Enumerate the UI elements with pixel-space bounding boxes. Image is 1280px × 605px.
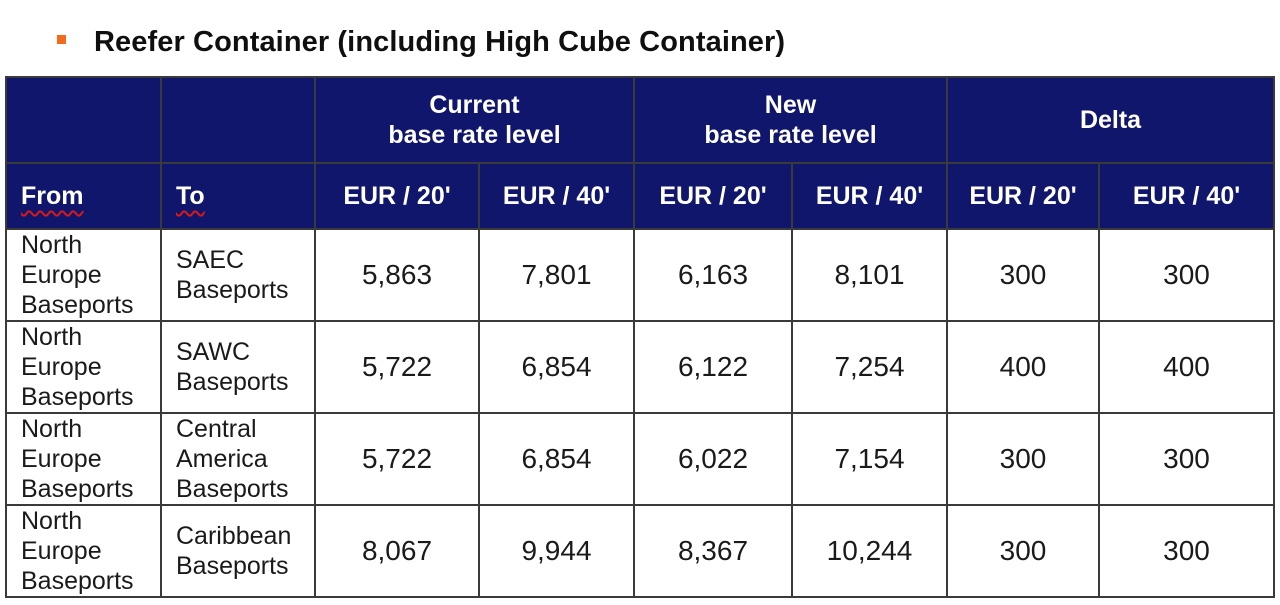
- column-header-row: From To EUR / 20' EUR / 40' EUR / 20' EU…: [5, 162, 1276, 230]
- group-new-line2: base rate level: [704, 121, 877, 149]
- from-line: Europe: [21, 537, 102, 565]
- new-20-cell: 6,122: [633, 320, 793, 414]
- delta-20-cell: 300: [946, 504, 1100, 598]
- current-20-cell: 8,067: [314, 504, 480, 598]
- delta-20-cell: 300: [946, 228, 1100, 322]
- group-header-delta: Delta: [945, 76, 1276, 164]
- to-cell: SAEC Baseports: [160, 228, 316, 322]
- new-20-cell: 6,163: [633, 228, 793, 322]
- group-header-row: Current base rate level New base rate le…: [5, 76, 1276, 164]
- column-header-current-40: EUR / 40': [478, 162, 635, 230]
- new-40-cell: 7,154: [791, 412, 948, 506]
- from-line: North: [21, 323, 83, 351]
- new-40-cell: 8,101: [791, 228, 948, 322]
- column-header-current-20: EUR / 20': [314, 162, 480, 230]
- group-new-line1: New: [764, 91, 817, 119]
- from-line: Europe: [21, 261, 102, 289]
- to-line: SAWC: [176, 338, 251, 366]
- column-header-delta-40: EUR / 40': [1097, 162, 1276, 230]
- current-40-cell: 6,854: [478, 320, 635, 414]
- column-header-new-40: EUR / 40': [791, 162, 948, 230]
- from-cell: North Europe Baseports: [5, 412, 162, 506]
- to-cell: SAWC Baseports: [160, 320, 316, 414]
- to-line: Baseports: [176, 475, 289, 503]
- from-cell: North Europe Baseports: [5, 504, 162, 598]
- column-to-label: To: [176, 182, 205, 210]
- delta-20-cell: 400: [946, 320, 1100, 414]
- group-delta-label: Delta: [1079, 106, 1142, 134]
- group-header-blank-to: [160, 76, 316, 164]
- rate-table: Current base rate level New base rate le…: [5, 76, 1276, 598]
- section-title: Reefer Container (including High Cube Co…: [94, 25, 786, 58]
- current-20-cell: 5,722: [314, 412, 480, 506]
- current-40-cell: 6,854: [478, 412, 635, 506]
- from-cell: North Europe Baseports: [5, 228, 162, 322]
- group-current-line1: Current: [429, 91, 520, 119]
- from-line: Baseports: [21, 383, 134, 411]
- to-cell: Central America Baseports: [160, 412, 316, 506]
- table-row: North Europe Baseports Central America B…: [5, 412, 1276, 506]
- to-line: Baseports: [176, 368, 289, 396]
- column-header-delta-20: EUR / 20': [946, 162, 1100, 230]
- current-20-cell: 5,722: [314, 320, 480, 414]
- from-line: Baseports: [21, 475, 134, 503]
- new-20-cell: 8,367: [633, 504, 793, 598]
- delta-40-cell: 300: [1097, 504, 1276, 598]
- from-line: Europe: [21, 445, 102, 473]
- new-40-cell: 7,254: [791, 320, 948, 414]
- new-20-cell: 6,022: [633, 412, 793, 506]
- delta-40-cell: 400: [1097, 320, 1276, 414]
- delta-40-cell: 300: [1097, 228, 1276, 322]
- current-40-cell: 9,944: [478, 504, 635, 598]
- column-header-new-20: EUR / 20': [633, 162, 793, 230]
- from-line: North: [21, 231, 83, 259]
- to-line: SAEC: [176, 246, 245, 274]
- from-line: Europe: [21, 353, 102, 381]
- section-heading: Reefer Container (including High Cube Co…: [57, 22, 785, 62]
- bullet-square-icon: [57, 34, 66, 44]
- from-line: North: [21, 415, 83, 443]
- from-line: North: [21, 507, 83, 535]
- group-header-new: New base rate level: [633, 76, 948, 164]
- group-header-blank-from: [5, 76, 162, 164]
- group-header-current: Current base rate level: [314, 76, 635, 164]
- to-line: Baseports: [176, 552, 289, 580]
- new-40-cell: 10,244: [791, 504, 948, 598]
- current-20-cell: 5,863: [314, 228, 480, 322]
- table-row: North Europe Baseports Caribbean Basepor…: [5, 504, 1276, 598]
- current-40-cell: 7,801: [478, 228, 635, 322]
- from-line: Baseports: [21, 291, 134, 319]
- column-header-to: To: [160, 162, 316, 230]
- to-cell: Caribbean Baseports: [160, 504, 316, 598]
- table-row: North Europe Baseports SAEC Baseports 5,…: [5, 228, 1276, 322]
- table-row: North Europe Baseports SAWC Baseports 5,…: [5, 320, 1276, 414]
- to-line: Baseports: [176, 276, 289, 304]
- group-current-line2: base rate level: [388, 121, 561, 149]
- delta-20-cell: 300: [946, 412, 1100, 506]
- delta-40-cell: 300: [1097, 412, 1276, 506]
- column-header-from: From: [5, 162, 162, 230]
- to-line: America: [176, 445, 268, 473]
- from-cell: North Europe Baseports: [5, 320, 162, 414]
- to-line: Central: [176, 415, 257, 443]
- column-from-label: From: [21, 182, 84, 210]
- from-line: Baseports: [21, 567, 134, 595]
- to-line: Caribbean: [176, 522, 292, 550]
